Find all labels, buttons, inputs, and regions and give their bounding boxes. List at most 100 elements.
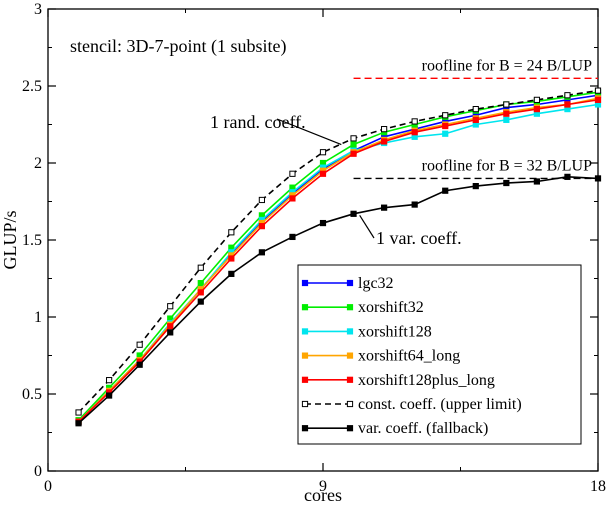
data-point	[167, 303, 174, 310]
data-point	[472, 183, 479, 190]
y-tick-label: 2.5	[22, 78, 42, 95]
legend-label: xorshift128	[358, 323, 432, 340]
data-point	[75, 420, 82, 427]
x-axis-title: cores	[304, 485, 342, 505]
series-layer	[75, 87, 602, 427]
x-tick-label: 9	[319, 478, 327, 495]
data-point	[442, 130, 449, 137]
data-point	[594, 87, 602, 94]
axis-ticks: 0 0.5 1 1.5 2 2.5 3 0 9 18	[22, 1, 606, 495]
data-point	[411, 129, 418, 136]
y-tick-label: 0.5	[22, 386, 42, 403]
data-point	[594, 175, 602, 182]
data-point	[350, 135, 357, 142]
data-point	[319, 149, 327, 156]
legend-label: xorshift32	[358, 299, 424, 316]
annotation-var-coeff: 1 var. coeff.	[376, 228, 462, 248]
legend-marker	[301, 400, 309, 408]
data-point	[533, 96, 540, 103]
data-point	[564, 173, 571, 180]
data-point	[381, 126, 388, 133]
series-line	[77, 89, 599, 414]
annotation-stencil: stencil: 3D-7-point (1 subsite)	[70, 36, 286, 57]
data-point	[197, 289, 204, 296]
legend-marker	[346, 352, 354, 359]
data-point	[594, 96, 602, 103]
data-point	[106, 377, 113, 384]
legend-marker	[301, 328, 309, 335]
legend-marker	[346, 279, 354, 287]
legend-marker	[301, 279, 309, 287]
legend-marker	[301, 376, 309, 383]
data-point	[258, 196, 265, 204]
legend-marker	[346, 425, 354, 432]
annotations: stencil: 3D-7-point (1 subsite) 1 rand. c…	[70, 36, 462, 248]
series-line	[78, 99, 599, 423]
data-point	[75, 409, 82, 416]
data-point	[503, 101, 510, 108]
roofline-label: roofline for B = 24 B/LUP	[422, 57, 592, 74]
legend-label: xorshift128plus_long	[358, 372, 495, 389]
x-tick-label: 18	[590, 478, 606, 495]
data-point	[197, 280, 204, 287]
data-point	[197, 264, 204, 271]
series-6	[75, 173, 602, 427]
legend-marker	[301, 425, 309, 432]
data-point	[167, 323, 174, 330]
legend-marker	[346, 328, 354, 335]
legend-marker	[301, 352, 309, 359]
annotation-rand-coeff: 1 rand. coeff.	[210, 112, 306, 132]
data-point	[350, 150, 357, 157]
data-point	[411, 201, 418, 208]
data-point	[136, 341, 143, 348]
legend-marker	[346, 376, 354, 383]
legend: lgc32 xorshift32 xorshift128 xorshift64_lon…	[297, 264, 582, 445]
rooflines: roofline for B = 24 B/LUP roofline for B …	[353, 57, 598, 180]
data-point	[503, 110, 510, 117]
legend-label: const. coeff. (upper limit)	[358, 396, 522, 413]
legend-label: lgc32	[358, 275, 394, 292]
data-point	[503, 116, 510, 123]
data-point	[564, 92, 571, 99]
data-point	[350, 210, 357, 217]
y-tick-label: 1.5	[22, 232, 42, 249]
legend-box	[297, 264, 582, 445]
annotation-var-arrow	[359, 215, 375, 239]
data-point	[258, 223, 265, 230]
data-point	[106, 392, 113, 399]
roofline-label: roofline for B = 32 B/LUP	[422, 157, 592, 174]
y-tick-label: 2	[34, 155, 42, 172]
data-point	[503, 179, 510, 187]
data-point	[381, 204, 388, 211]
data-point	[289, 170, 296, 177]
legend-marker	[301, 304, 309, 311]
data-point	[228, 255, 235, 262]
data-point	[442, 112, 449, 119]
data-point	[381, 138, 388, 145]
data-point	[319, 170, 327, 177]
y-tick-label: 3	[34, 1, 42, 18]
data-point	[258, 249, 265, 256]
data-point	[319, 219, 327, 227]
series-line	[77, 103, 599, 423]
data-point	[289, 233, 296, 241]
data-point	[167, 329, 174, 336]
data-point	[472, 106, 479, 113]
series-line	[78, 176, 599, 424]
legend-label: xorshift64_long	[358, 348, 460, 365]
data-point	[197, 298, 204, 305]
y-axis-title: GLUP/s	[0, 210, 20, 269]
data-point	[411, 118, 418, 125]
legend-marker	[346, 304, 354, 311]
data-point	[228, 229, 235, 236]
data-point	[472, 116, 479, 123]
x-tick-label: 0	[44, 478, 52, 495]
series-line	[77, 97, 599, 423]
legend-marker	[346, 400, 354, 408]
data-point	[533, 106, 540, 113]
data-point	[350, 141, 357, 148]
legend-label: var. coeff. (fallback)	[358, 420, 488, 437]
annotation-rand-arrow	[276, 118, 342, 146]
data-point	[533, 178, 540, 185]
